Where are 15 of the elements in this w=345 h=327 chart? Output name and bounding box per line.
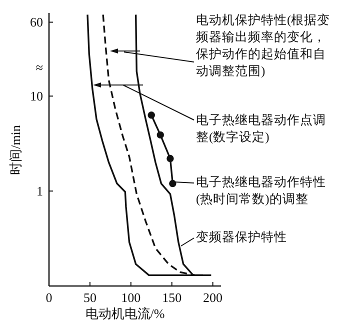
y-tick-label: 10 [30, 88, 43, 104]
y-tick-label: 1 [36, 184, 43, 199]
x-tick-label: 0 [46, 290, 52, 305]
x-tick-label: 50 [83, 290, 96, 305]
x-tick-label: 150 [162, 290, 182, 305]
x-tick-label: 100 [121, 290, 141, 305]
x-tick-label: 200 [203, 290, 223, 305]
annotation: 电子热继电器动作特性(热时间常数)的调整 [196, 174, 327, 208]
y-tick-label: ≈ [36, 60, 43, 76]
y-tick-label: 60 [30, 14, 43, 30]
annotation: 电子热继电器动作点调整(数字设定) [196, 112, 327, 146]
y-axis-title: 时间/min [8, 124, 23, 175]
annotation: 变频器保护特性 [196, 229, 288, 246]
annotation: 电动机保护特性(根据变频器输出频率的变化，保护动作的起始值和自动调整范围) [196, 12, 332, 80]
x-axis-title: 电动机电流/% [85, 306, 165, 321]
